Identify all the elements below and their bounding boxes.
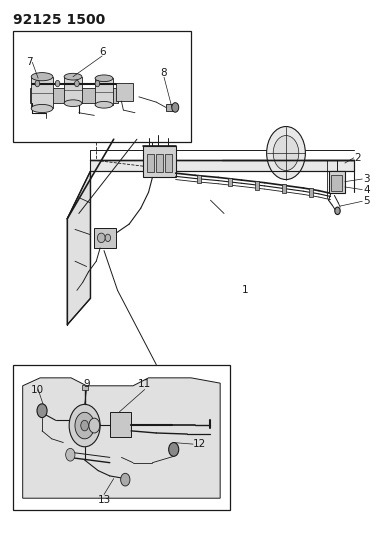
- Ellipse shape: [64, 100, 82, 107]
- Bar: [13, 30, 191, 142]
- Text: 3: 3: [363, 174, 370, 184]
- Circle shape: [335, 207, 340, 215]
- Circle shape: [74, 80, 79, 87]
- Polygon shape: [23, 378, 220, 498]
- Circle shape: [35, 80, 40, 87]
- Bar: [110, 412, 131, 437]
- Bar: [115, 83, 133, 101]
- Polygon shape: [67, 171, 90, 325]
- Text: 4: 4: [363, 184, 370, 195]
- Text: 6: 6: [99, 47, 105, 56]
- Bar: [166, 104, 173, 111]
- Bar: [95, 78, 113, 105]
- Bar: [165, 154, 172, 172]
- Bar: [197, 175, 201, 183]
- Bar: [94, 228, 115, 248]
- Circle shape: [121, 473, 130, 486]
- Text: 5: 5: [363, 196, 370, 206]
- Circle shape: [89, 418, 100, 433]
- Circle shape: [66, 448, 75, 461]
- Bar: [30, 88, 117, 103]
- Circle shape: [69, 405, 100, 447]
- Bar: [309, 188, 313, 197]
- Text: 9: 9: [83, 379, 90, 389]
- Text: 12: 12: [193, 439, 206, 449]
- Bar: [143, 146, 176, 177]
- Ellipse shape: [31, 72, 53, 81]
- Circle shape: [55, 80, 60, 87]
- Text: 8: 8: [161, 68, 167, 78]
- Bar: [282, 184, 286, 193]
- Bar: [228, 178, 232, 187]
- Text: 1: 1: [241, 285, 248, 295]
- Circle shape: [95, 80, 100, 87]
- Text: 7: 7: [27, 58, 33, 67]
- Bar: [156, 154, 163, 172]
- Bar: [147, 154, 154, 172]
- Text: 2: 2: [354, 153, 360, 163]
- Circle shape: [168, 442, 179, 456]
- Polygon shape: [90, 160, 354, 171]
- Circle shape: [267, 126, 305, 180]
- Bar: [82, 385, 88, 390]
- Bar: [329, 171, 345, 193]
- Circle shape: [273, 135, 299, 171]
- Bar: [31, 77, 53, 109]
- Bar: [13, 365, 230, 511]
- Ellipse shape: [95, 75, 113, 82]
- Circle shape: [37, 404, 47, 418]
- Bar: [255, 181, 259, 190]
- Text: 13: 13: [98, 495, 111, 505]
- Bar: [331, 175, 342, 191]
- Ellipse shape: [64, 74, 82, 80]
- Text: 11: 11: [138, 379, 151, 389]
- Ellipse shape: [105, 234, 111, 241]
- Circle shape: [81, 420, 89, 431]
- Ellipse shape: [95, 101, 113, 108]
- Ellipse shape: [98, 233, 105, 243]
- Circle shape: [172, 103, 179, 112]
- Circle shape: [75, 413, 94, 439]
- Text: 10: 10: [30, 384, 44, 394]
- Bar: [64, 77, 82, 103]
- Ellipse shape: [31, 104, 53, 112]
- Text: 92125 1500: 92125 1500: [13, 13, 105, 27]
